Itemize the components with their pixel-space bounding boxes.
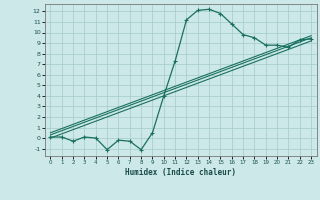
X-axis label: Humidex (Indice chaleur): Humidex (Indice chaleur) <box>125 168 236 177</box>
